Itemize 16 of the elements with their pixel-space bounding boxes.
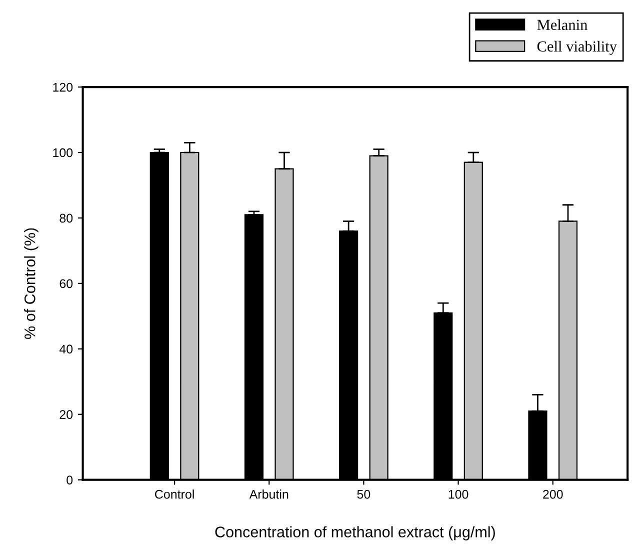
y-tick-label: 60 [60,279,73,288]
y-tick-label: 80 [60,214,73,223]
x-tick-label: 50 [357,490,370,499]
y-axis-title: % of Control (%) [24,228,38,339]
x-tick-label: Arbutin [249,490,288,499]
x-tick-label: Control [155,490,194,499]
x-tick-label: 100 [448,490,468,499]
y-tick-label: 120 [53,82,73,92]
y-tick-label: 100 [53,148,73,158]
y-tick-label: 20 [60,410,73,419]
y-tick-label: 0 [66,476,73,484]
legend-label: Cell viability [537,40,617,55]
legend-label: Melanin [537,19,588,30]
x-tick-label: 200 [543,490,563,499]
x-axis-title: Concentration of methanol extract (μg/ml) [215,526,495,540]
y-tick-label: 40 [59,344,73,354]
